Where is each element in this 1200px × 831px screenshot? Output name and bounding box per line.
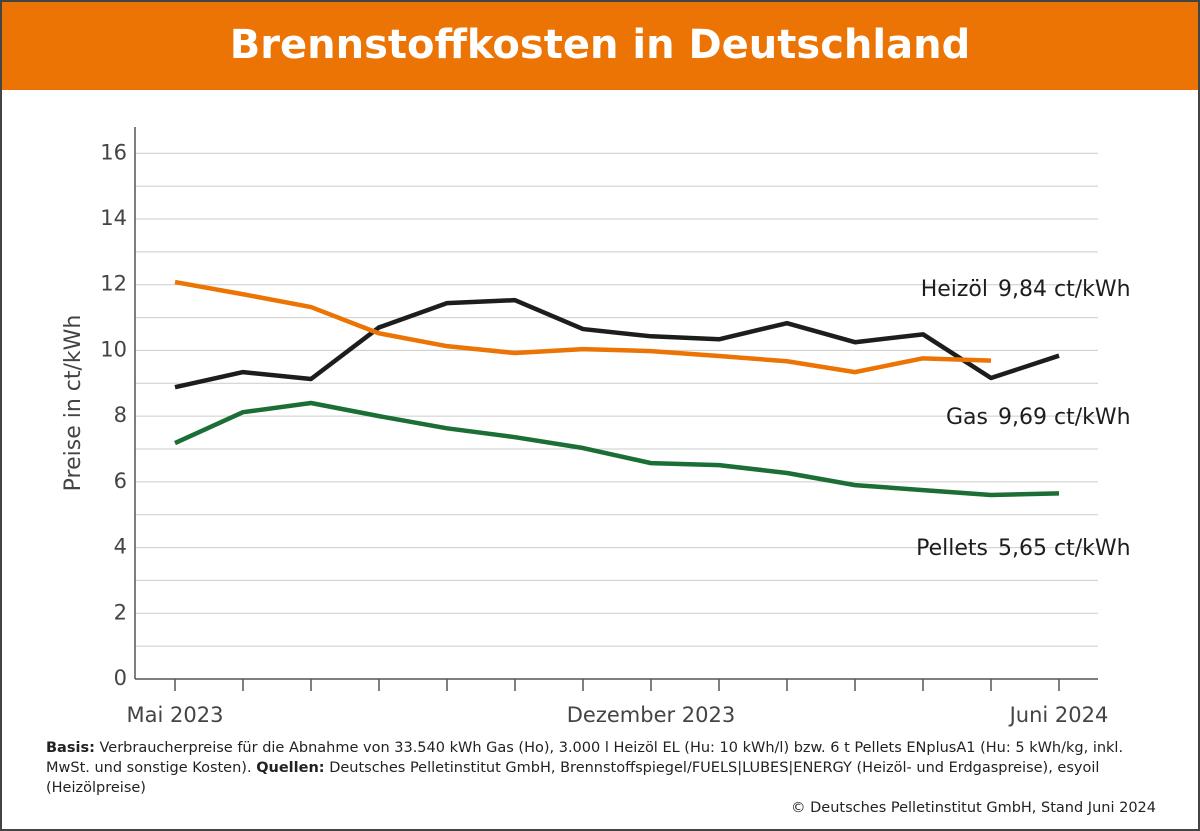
y-axis-title: Preise in ct/kWh	[61, 315, 86, 492]
series-value-label: 5,65 ct/kWh	[998, 536, 1131, 561]
y-tick-label: 10	[100, 337, 127, 361]
y-tick-label: 6	[114, 469, 127, 493]
sources-label: Quellen:	[256, 760, 325, 776]
y-tick-label: 4	[114, 535, 127, 559]
series-value-label: 9,69 ct/kWh	[998, 405, 1131, 430]
chart: 0 2 4 6 8 10 12 14 16 Preise in ct/kWh Mai 2023 Dez…	[61, 127, 1131, 727]
y-tick-label: 16	[100, 140, 127, 164]
footer: Basis: Verbraucherpreise für die Abnahme…	[46, 738, 1156, 818]
x-tick-label: Dezember 2023	[567, 703, 736, 727]
y-tick-label: 12	[100, 272, 127, 296]
basis-text: Verbraucherpreise für die Abnahme von 33…	[46, 740, 1124, 776]
x-tick-label: Mai 2023	[127, 703, 224, 727]
series-line	[174, 279, 992, 375]
series-name: Pellets	[916, 536, 988, 561]
y-tick-label: 2	[114, 600, 127, 624]
series-line	[174, 400, 1060, 498]
basis-label: Basis:	[46, 740, 95, 756]
footer-notes: Basis: Verbraucherpreise für die Abnahme…	[46, 738, 1156, 798]
sources-text: Deutsches Pelletinstitut GmbH, Brennstof…	[46, 760, 1100, 796]
chart-title: Brennstoffkosten in Deutschland	[2, 2, 1198, 90]
y-tick-label: 0	[114, 666, 127, 690]
y-tick-label: 8	[114, 403, 127, 427]
series-value-label: 9,84 ct/kWh	[998, 277, 1131, 302]
series-name: Gas	[946, 405, 988, 430]
x-tick-label: Juni 2024	[1008, 703, 1109, 727]
y-tick-label: 14	[100, 206, 127, 230]
copyright: © Deutsches Pelletinstitut GmbH, Stand J…	[791, 800, 1156, 816]
series-name: Heizöl	[921, 277, 988, 302]
series-line	[174, 297, 1060, 390]
